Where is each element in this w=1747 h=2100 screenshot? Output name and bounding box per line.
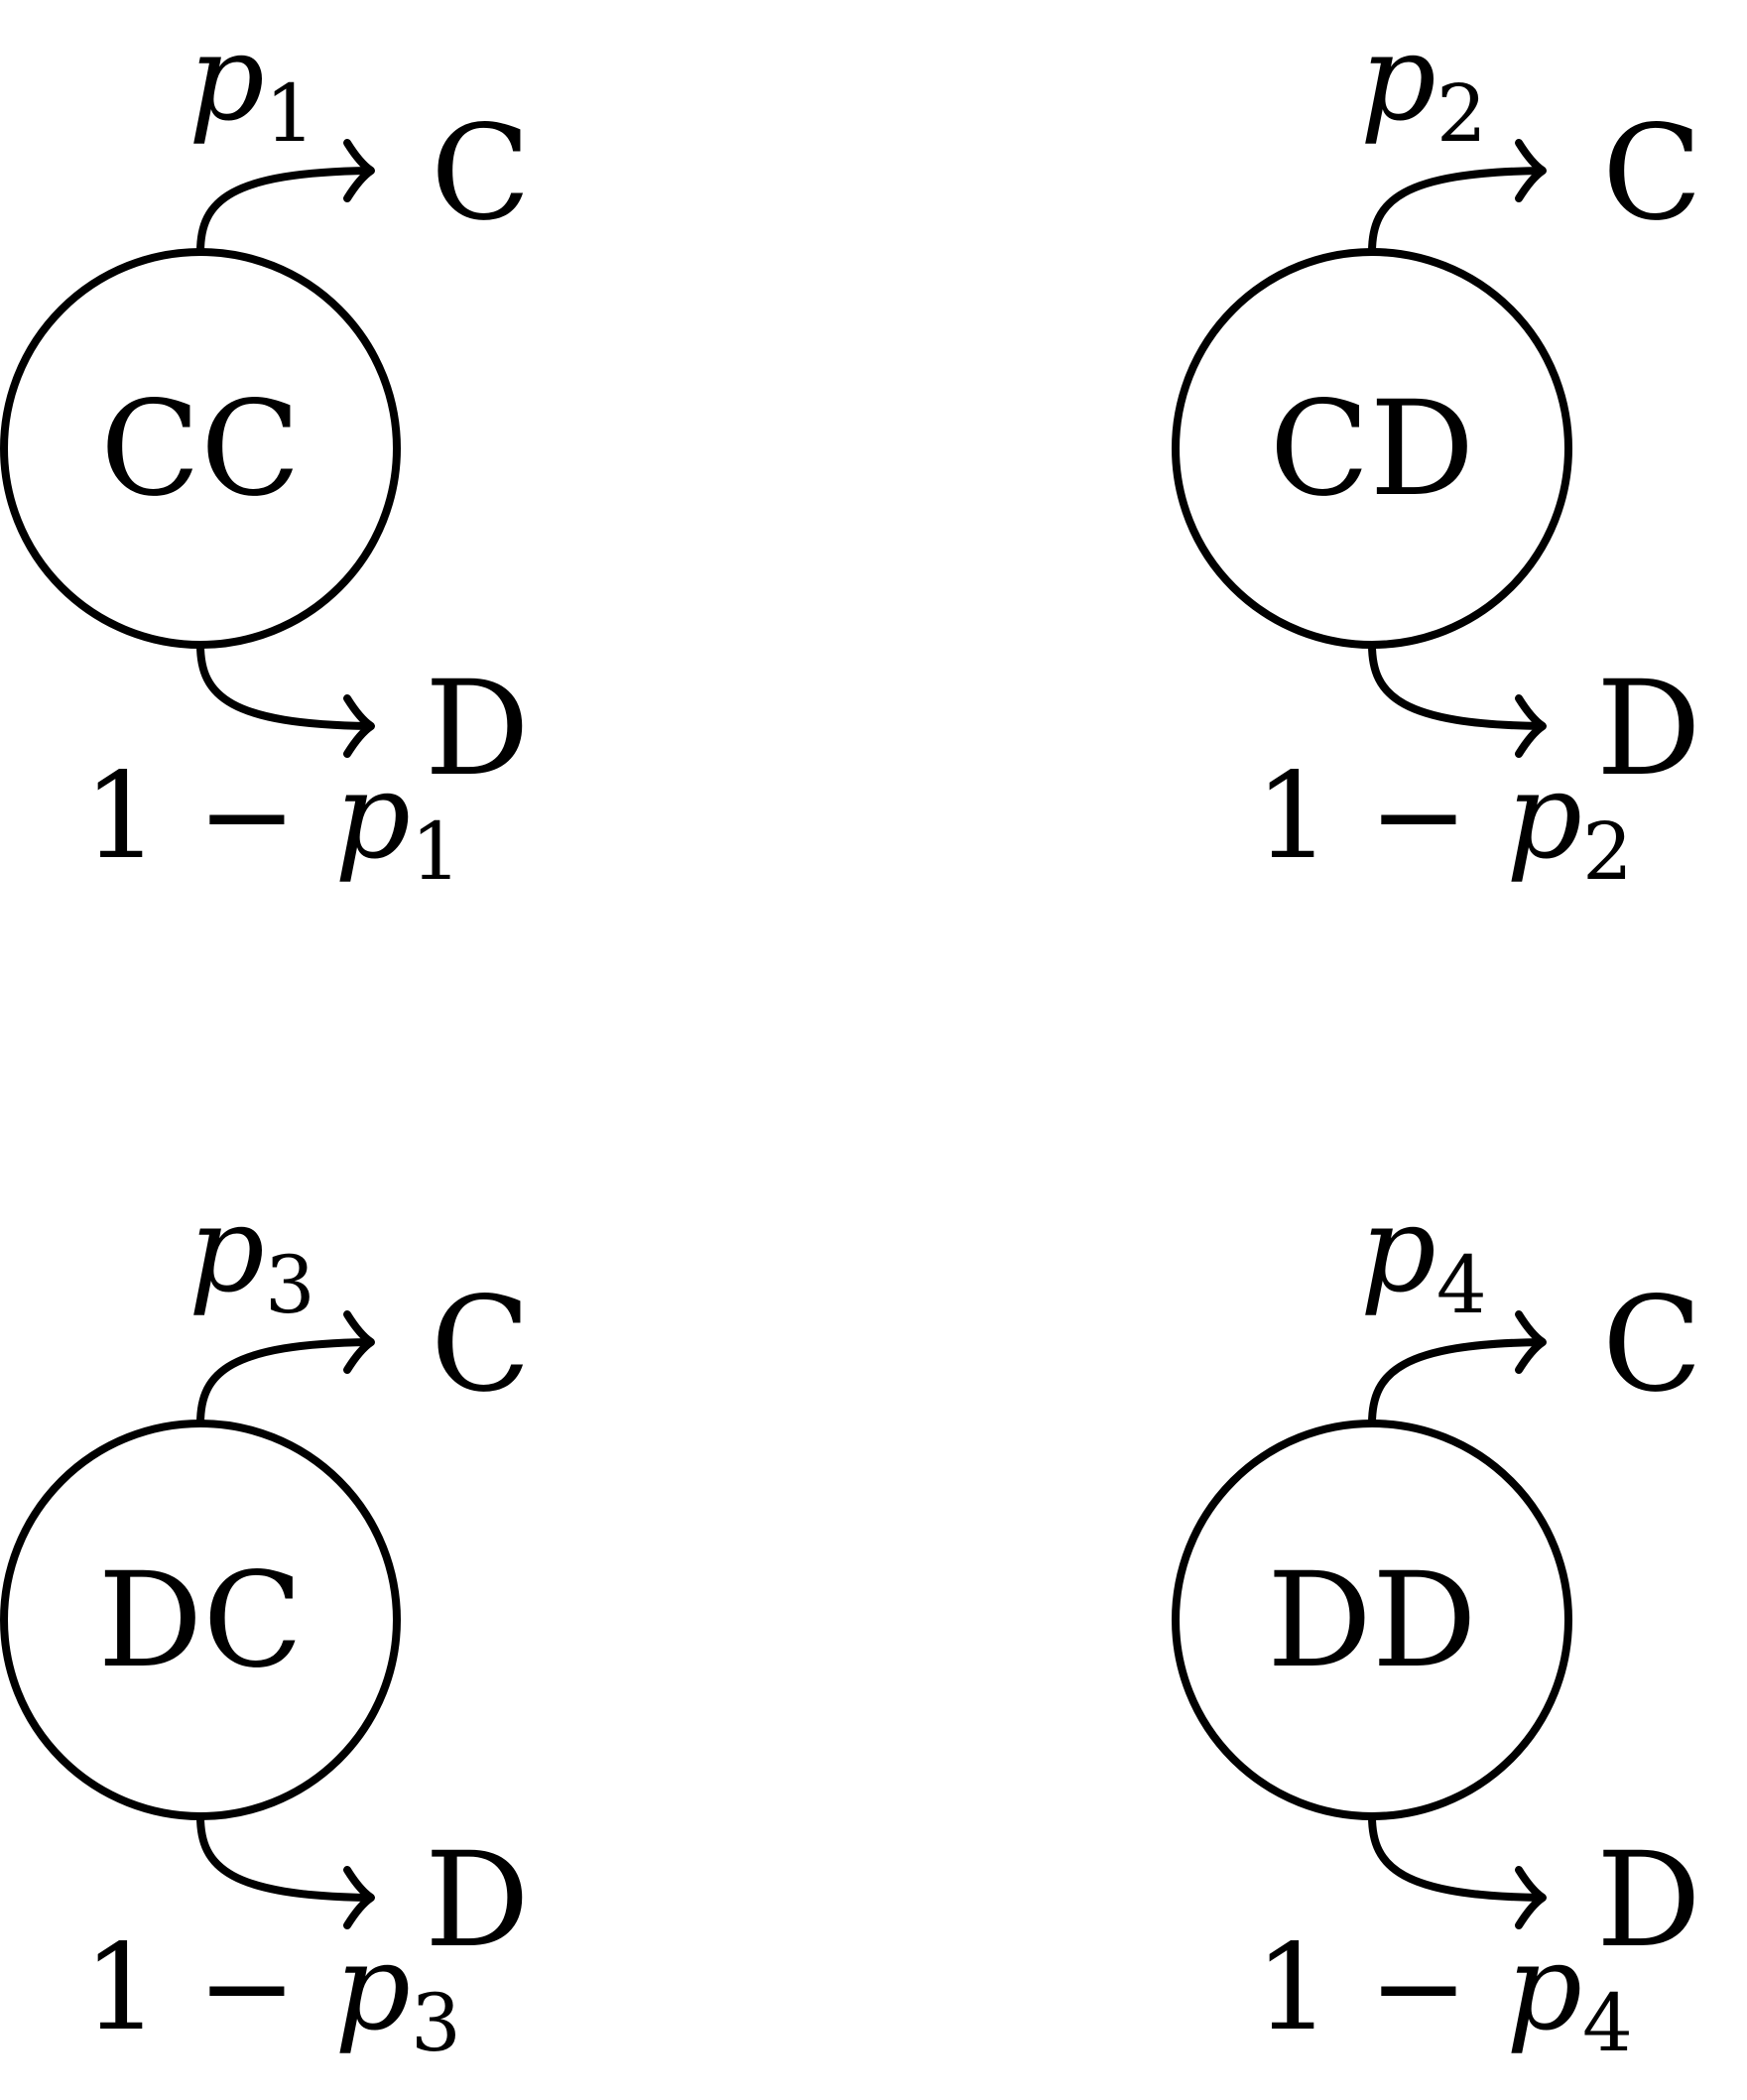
arrowhead-icon <box>343 694 375 758</box>
prob-label-down: 1 − p3 <box>83 1919 461 2069</box>
transition-arrow-to-d <box>1368 641 1545 730</box>
prob-label-up: p4 <box>1360 1181 1487 1331</box>
target-label-c: C <box>431 97 531 250</box>
prob-label-up: p1 <box>188 10 315 160</box>
target-label-d: D <box>425 1824 530 1977</box>
arrowhead-icon <box>343 139 375 202</box>
state-label: DC <box>98 1544 304 1697</box>
state-node-dd: DD C p4 D 1 − p4 <box>1172 1181 1702 2069</box>
prob-label-up: p3 <box>188 1181 315 1331</box>
prob-label-down: 1 − p2 <box>1255 748 1633 898</box>
transition-arrow-to-c <box>1368 167 1545 256</box>
arrowhead-icon <box>1515 1310 1547 1374</box>
target-label-d: D <box>1596 1824 1701 1977</box>
arrowhead-icon <box>1515 139 1547 202</box>
target-label-c: C <box>1602 1269 1702 1421</box>
prob-label-down: 1 − p1 <box>83 748 461 898</box>
state-node-cd: CD C p2 D 1 − p2 <box>1172 10 1702 898</box>
arrowhead-icon <box>1515 1866 1547 1929</box>
transition-arrow-to-c <box>1368 1338 1545 1427</box>
arrowhead-icon <box>1515 694 1547 758</box>
target-label-d: D <box>1596 653 1701 805</box>
arrowhead-icon <box>343 1866 375 1929</box>
state-label: DD <box>1267 1544 1477 1697</box>
transition-arrow-to-d <box>1368 1812 1545 1902</box>
transition-arrow-to-c <box>196 1338 373 1427</box>
state-label: CD <box>1270 373 1475 526</box>
transition-arrow-to-d <box>196 1812 373 1902</box>
prob-label-up: p2 <box>1360 10 1487 160</box>
target-label-d: D <box>425 653 530 805</box>
state-node-cc: CC C p1 D 1 − p1 <box>0 10 531 898</box>
state-label: CC <box>100 373 301 526</box>
target-label-c: C <box>431 1269 531 1421</box>
state-node-dc: DC C p3 D 1 − p3 <box>0 1181 531 2069</box>
target-label-c: C <box>1602 97 1702 250</box>
prob-label-down: 1 − p4 <box>1255 1919 1633 2069</box>
transition-arrow-to-d <box>196 641 373 730</box>
transition-arrow-to-c <box>196 167 373 256</box>
arrowhead-icon <box>343 1310 375 1374</box>
